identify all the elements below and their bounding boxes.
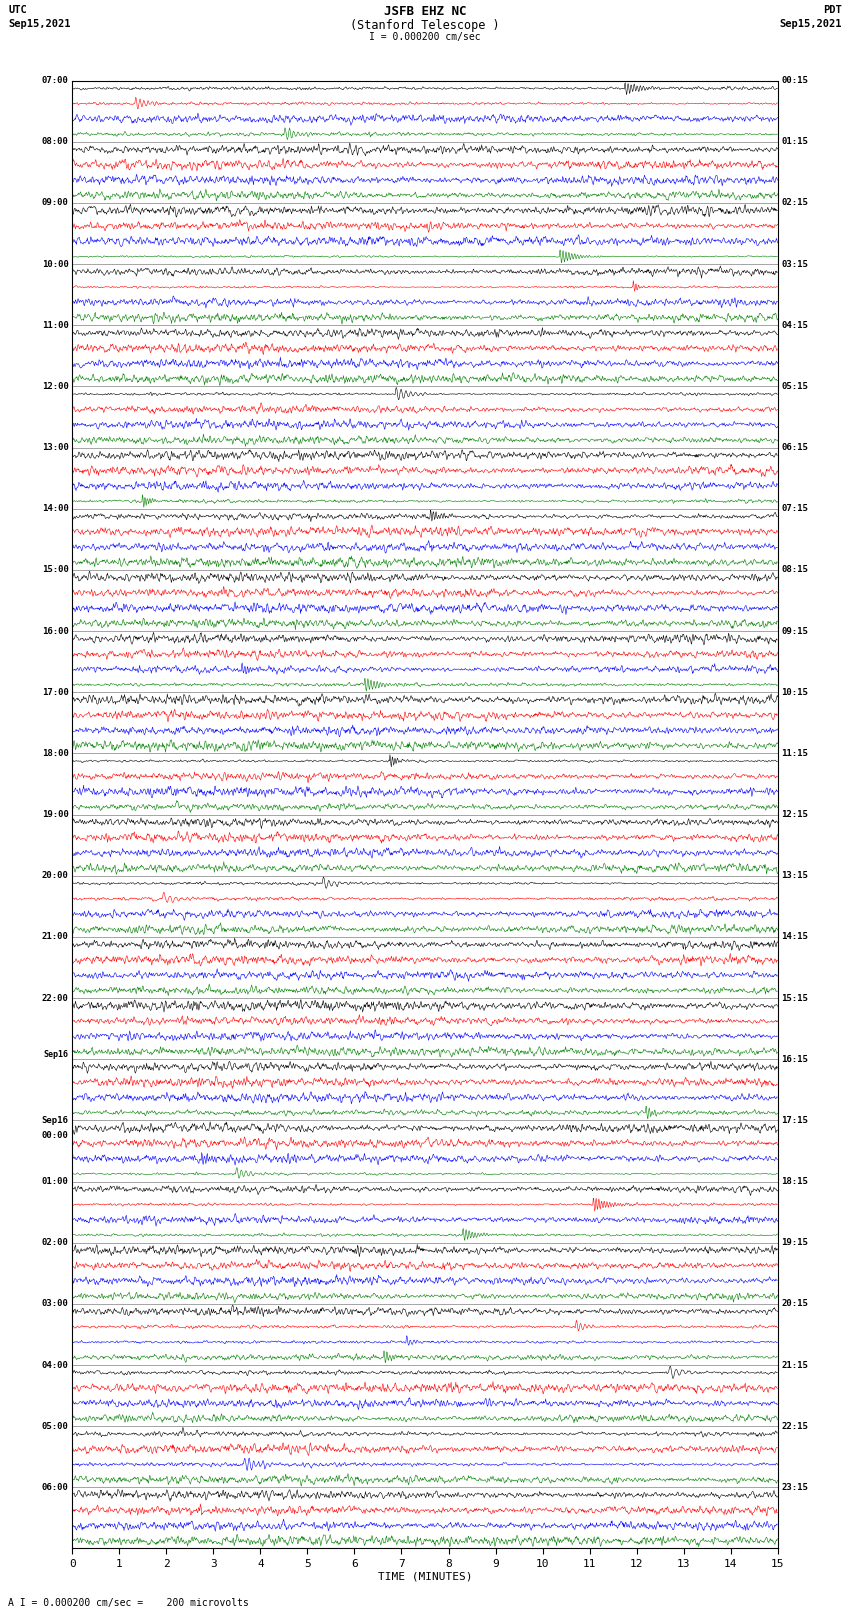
Text: 14:00: 14:00 — [42, 505, 69, 513]
Text: 08:15: 08:15 — [781, 566, 808, 574]
Text: 15:00: 15:00 — [42, 566, 69, 574]
Text: 05:15: 05:15 — [781, 382, 808, 390]
Text: 15:15: 15:15 — [781, 994, 808, 1003]
Text: 18:00: 18:00 — [42, 748, 69, 758]
Text: 11:00: 11:00 — [42, 321, 69, 329]
Text: 00:00: 00:00 — [42, 1131, 69, 1140]
Text: Sep16: Sep16 — [42, 1116, 69, 1124]
Text: I = 0.000200 cm/sec: I = 0.000200 cm/sec — [369, 32, 481, 42]
Text: 20:15: 20:15 — [781, 1300, 808, 1308]
Text: 01:15: 01:15 — [781, 137, 808, 147]
Text: 18:15: 18:15 — [781, 1177, 808, 1186]
X-axis label: TIME (MINUTES): TIME (MINUTES) — [377, 1571, 473, 1582]
Text: 19:15: 19:15 — [781, 1239, 808, 1247]
Text: 19:00: 19:00 — [42, 810, 69, 819]
Text: 06:00: 06:00 — [42, 1482, 69, 1492]
Text: 03:00: 03:00 — [42, 1300, 69, 1308]
Text: 00:15: 00:15 — [781, 76, 808, 85]
Text: 13:15: 13:15 — [781, 871, 808, 881]
Text: 20:00: 20:00 — [42, 871, 69, 881]
Text: 23:15: 23:15 — [781, 1482, 808, 1492]
Text: 03:15: 03:15 — [781, 260, 808, 269]
Text: 17:00: 17:00 — [42, 687, 69, 697]
Text: 01:00: 01:00 — [42, 1177, 69, 1186]
Text: 10:00: 10:00 — [42, 260, 69, 269]
Text: 07:15: 07:15 — [781, 505, 808, 513]
Text: 12:00: 12:00 — [42, 382, 69, 390]
Text: 04:15: 04:15 — [781, 321, 808, 329]
Text: 22:00: 22:00 — [42, 994, 69, 1003]
Text: 07:00: 07:00 — [42, 76, 69, 85]
Text: 16:00: 16:00 — [42, 626, 69, 636]
Text: 08:00: 08:00 — [42, 137, 69, 147]
Text: 16:15: 16:15 — [781, 1055, 808, 1063]
Text: 09:00: 09:00 — [42, 198, 69, 208]
Text: 04:00: 04:00 — [42, 1360, 69, 1369]
Text: (Stanford Telescope ): (Stanford Telescope ) — [350, 19, 500, 32]
Text: 02:00: 02:00 — [42, 1239, 69, 1247]
Text: 11:15: 11:15 — [781, 748, 808, 758]
Text: 21:15: 21:15 — [781, 1360, 808, 1369]
Text: JSFB EHZ NC: JSFB EHZ NC — [383, 5, 467, 18]
Text: 09:15: 09:15 — [781, 626, 808, 636]
Text: 12:15: 12:15 — [781, 810, 808, 819]
Text: 14:15: 14:15 — [781, 932, 808, 942]
Text: 10:15: 10:15 — [781, 687, 808, 697]
Text: 06:15: 06:15 — [781, 444, 808, 452]
Text: PDT: PDT — [823, 5, 842, 15]
Text: Sep16: Sep16 — [43, 1050, 69, 1060]
Text: UTC: UTC — [8, 5, 27, 15]
Text: Sep15,2021: Sep15,2021 — [8, 19, 71, 29]
Text: 22:15: 22:15 — [781, 1421, 808, 1431]
Text: 17:15: 17:15 — [781, 1116, 808, 1124]
Text: 02:15: 02:15 — [781, 198, 808, 208]
Text: 05:00: 05:00 — [42, 1421, 69, 1431]
Text: A I = 0.000200 cm/sec =    200 microvolts: A I = 0.000200 cm/sec = 200 microvolts — [8, 1598, 249, 1608]
Text: 13:00: 13:00 — [42, 444, 69, 452]
Text: 21:00: 21:00 — [42, 932, 69, 942]
Text: Sep15,2021: Sep15,2021 — [779, 19, 842, 29]
